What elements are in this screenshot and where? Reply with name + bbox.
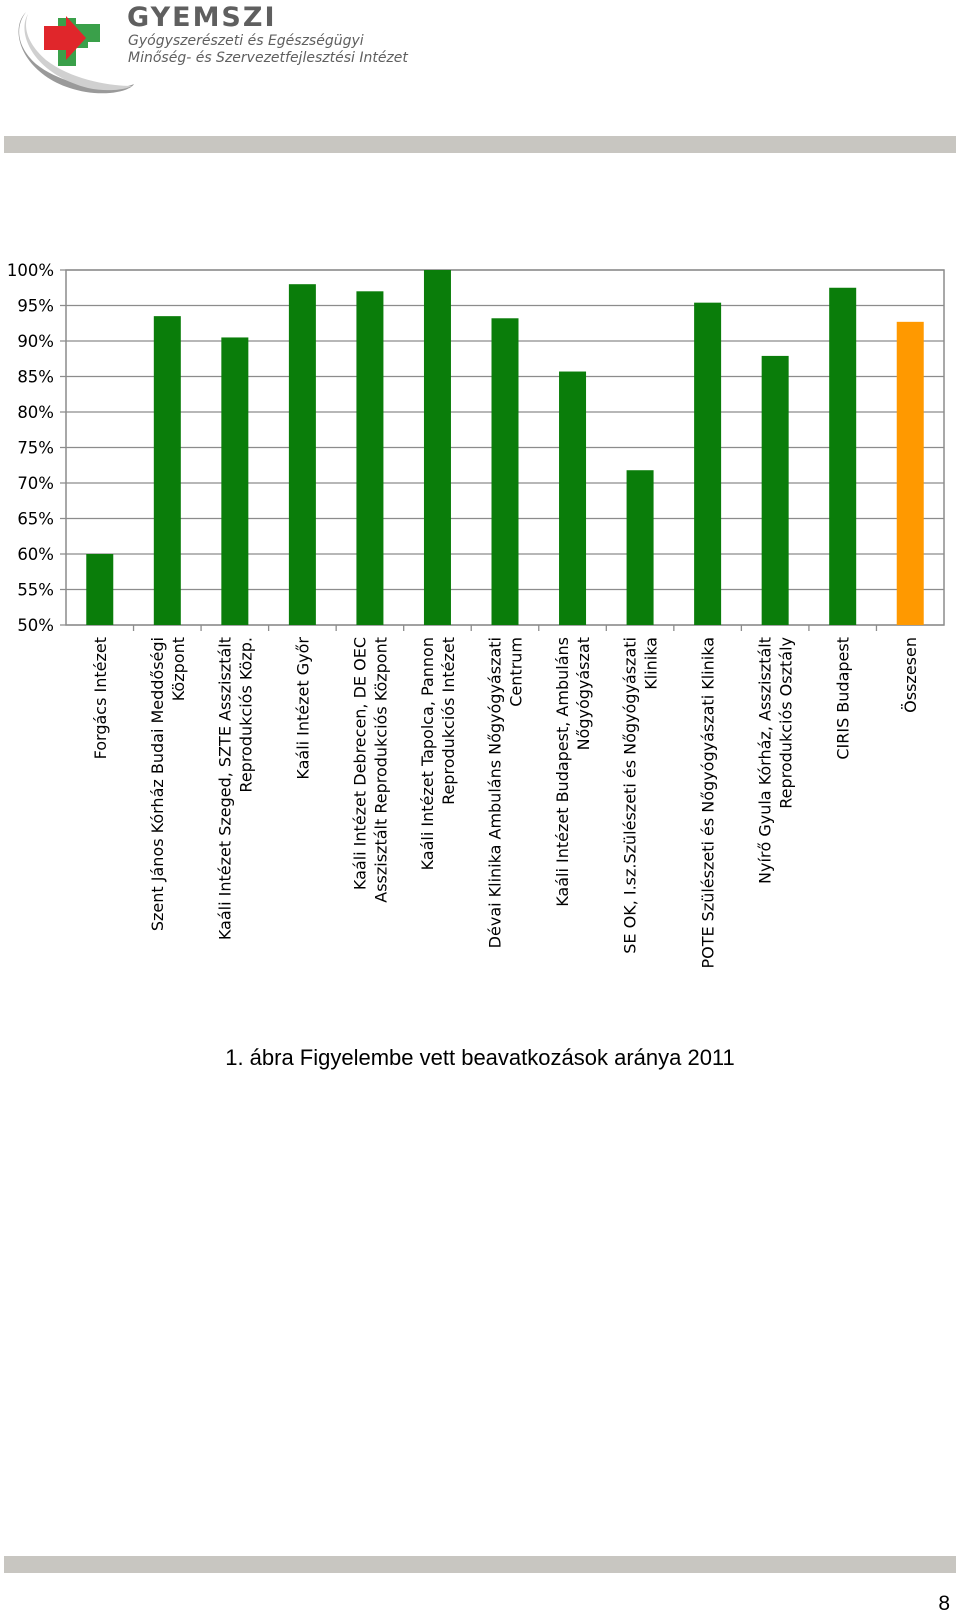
x-category-label: Nyírő Gyula Kórház, Asszisztált — [756, 637, 775, 884]
bar — [356, 291, 384, 625]
x-category-label: Reprodukciós Intézet — [439, 637, 458, 805]
x-category-label: Reprodukciós Közp. — [236, 637, 255, 793]
x-category-label: Kaáli Intézet Budapest, Ambuláns — [553, 637, 572, 907]
page-number: 8 — [938, 1592, 950, 1615]
y-tick-label: 95% — [17, 297, 54, 316]
header-divider — [4, 136, 956, 153]
y-tick-label: 50% — [17, 616, 54, 635]
x-category-label: Kaáli Intézet Tapolca, Pannon — [418, 637, 437, 870]
x-category-label: Asszisztált Reprodukciós Központ — [371, 637, 390, 903]
bar — [761, 355, 789, 625]
x-category-label: Szent János Kórház Budai Meddőségi — [148, 637, 167, 931]
y-tick-label: 70% — [17, 474, 54, 493]
x-category-label: POTE Szülészeti és Nőgyógyászati Klinika — [699, 637, 718, 969]
bar-chart: 50% 55% 60% 65% 70% 75% 80% 85% 90% 95% 100% Forgá… — [7, 261, 945, 969]
bar — [288, 284, 316, 625]
x-axis-category-labels: Forgács Intézet Szent János Kórház Budai … — [91, 637, 920, 969]
x-category-label: Központ — [169, 637, 188, 701]
bar — [694, 302, 722, 625]
x-category-label: Kaáli Intézet Győr — [293, 637, 312, 780]
x-category-label: Forgács Intézet — [91, 637, 110, 759]
bar-total — [896, 321, 924, 625]
gyemszi-logo — [18, 12, 134, 94]
x-category-label: Kaáli Intézet Szeged, SZTE Asszisztált — [215, 637, 234, 940]
x-category-label: Centrum — [507, 637, 526, 707]
y-tick-label: 55% — [17, 581, 54, 600]
x-category-label: Nőgyógyászat — [574, 637, 593, 750]
bar — [86, 554, 114, 625]
bar — [626, 470, 654, 625]
org-subtitle-line2: Minőség- és Szervezetfejlesztési Intézet — [128, 50, 408, 66]
gyemszi-cross-logo-icon — [18, 12, 134, 94]
org-subtitle-line1: Gyógyszerészeti és Egészségügyi — [128, 33, 364, 49]
y-tick-label: 90% — [17, 332, 54, 351]
bar — [559, 371, 587, 625]
footer-divider — [4, 1556, 956, 1573]
bars — [86, 270, 924, 625]
x-category-label: Kaáli Intézet Debrecen, DE OEC — [350, 637, 369, 890]
y-tick-label: 60% — [17, 545, 54, 564]
y-tick-label: 80% — [17, 403, 54, 422]
x-category-label: SE OK, I.sz.Szülészeti és Nőgyógyászati — [621, 637, 640, 954]
bar — [423, 270, 451, 625]
x-category-label: Klinika — [642, 637, 661, 690]
x-category-label: Reprodukciós Osztály — [777, 637, 796, 809]
x-category-label: Dévai Klinika Ambuláns Nőgyógyászati — [486, 637, 505, 948]
x-category-label: CIRIS Budapest — [834, 637, 853, 760]
bar — [153, 316, 181, 625]
y-tick-label: 75% — [17, 439, 54, 458]
bar — [829, 287, 857, 625]
bar — [491, 318, 519, 625]
y-axis-tick-labels: 50% 55% 60% 65% 70% 75% 80% 85% 90% 95% 100% — [7, 261, 54, 635]
y-tick-label: 65% — [17, 510, 54, 529]
figure-caption: 1. ábra Figyelembe vett beavatkozások ar… — [225, 1045, 735, 1070]
y-tick-label: 100% — [7, 261, 54, 280]
x-category-label: Összesen — [901, 637, 920, 713]
org-name: GYEMSZI — [127, 2, 277, 33]
bar — [221, 337, 249, 625]
y-tick-label: 85% — [17, 368, 54, 387]
